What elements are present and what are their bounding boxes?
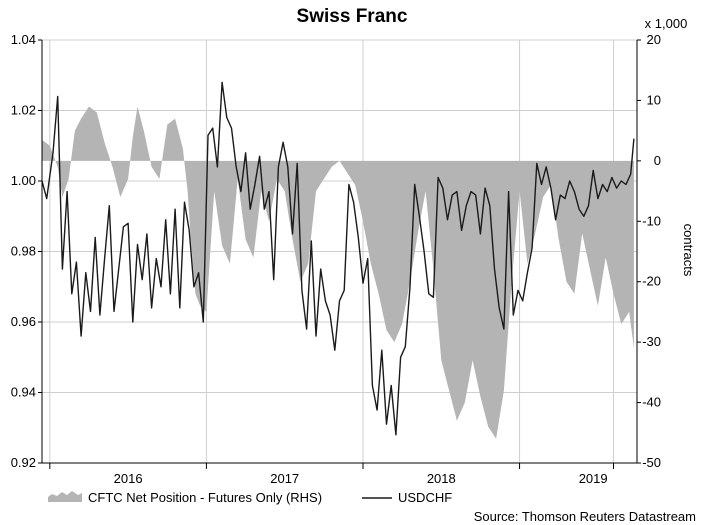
usdchf-line (41, 81, 635, 436)
x-axis-ticks: 2016 2017 2018 2019 (49, 463, 615, 486)
x-tick-label: 2016 (114, 471, 143, 486)
right-axis-unit-label: x 1,000 (645, 16, 688, 31)
left-tick-label: 0.94 (11, 385, 36, 400)
chart-title: Swiss Franc (297, 6, 408, 27)
legend-cftc-swatch (48, 491, 82, 502)
legend-cftc-label: CFTC Net Position - Futures Only (RHS) (88, 490, 322, 505)
source-note: Source: Thomson Reuters Datastream (474, 509, 696, 524)
x-tick-label: 2017 (270, 471, 299, 486)
right-tick-label: -30 (642, 334, 661, 349)
legend: CFTC Net Position - Futures Only (RHS) U… (48, 490, 452, 505)
right-tick-label: 10 (647, 92, 661, 107)
left-tick-label: 0.96 (11, 314, 36, 329)
right-tick-label: 20 (647, 32, 661, 47)
usdchf-line-series (41, 81, 635, 436)
left-tick-label: 0.92 (11, 455, 36, 470)
left-tick-label: 1.04 (11, 32, 36, 47)
right-tick-label: -40 (642, 395, 661, 410)
gridlines (42, 39, 637, 464)
right-axis-ticks: 20 10 0 -10 -20 -30 -40 -50 (637, 32, 661, 470)
legend-usdchf-label: USDCHF (398, 490, 452, 505)
left-axis-ticks: 1.04 1.02 1.00 0.98 0.96 0.94 0.92 (11, 32, 42, 470)
x-tick-label: 2018 (427, 471, 456, 486)
left-tick-label: 1.02 (11, 103, 36, 118)
x-tick-label: 2019 (579, 471, 608, 486)
right-tick-label: -20 (642, 274, 661, 289)
right-tick-label: -10 (642, 213, 661, 228)
right-tick-label: -50 (642, 455, 661, 470)
right-axis-label: contracts (681, 224, 696, 277)
right-tick-label: 0 (654, 153, 661, 168)
left-tick-label: 0.98 (11, 244, 36, 259)
left-tick-label: 1.00 (11, 173, 36, 188)
